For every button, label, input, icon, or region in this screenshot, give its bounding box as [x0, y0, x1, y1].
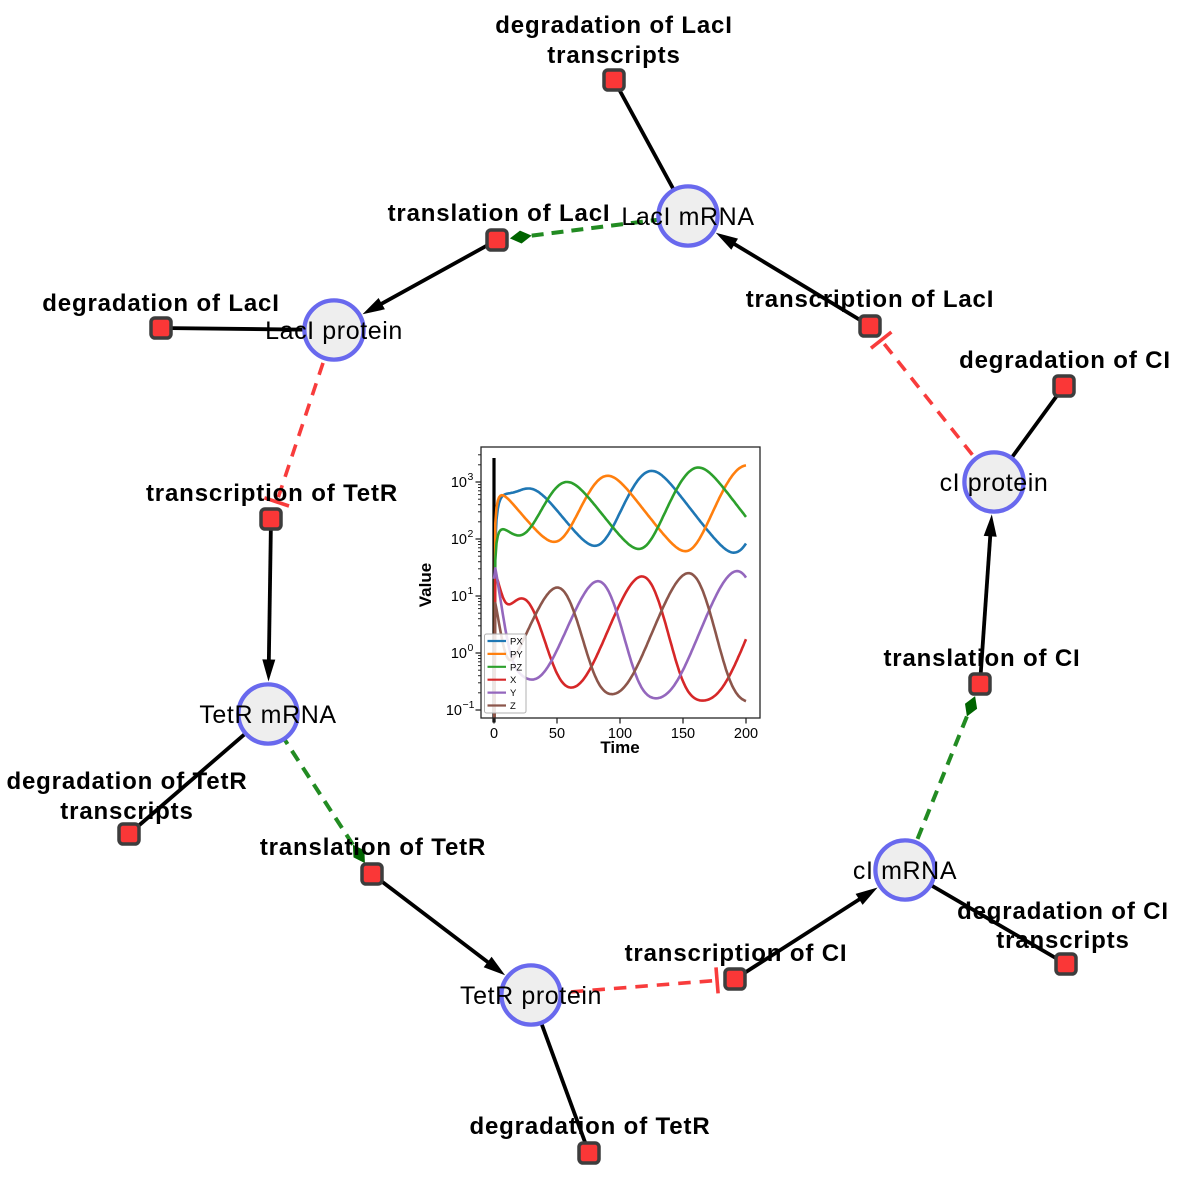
- svg-text:Value: Value: [416, 563, 435, 607]
- svg-text:X: X: [510, 675, 517, 686]
- svg-text:TetR protein: TetR protein: [460, 982, 602, 1010]
- svg-text:10: 10: [446, 703, 462, 719]
- svg-text:translation of LacI: translation of LacI: [388, 200, 611, 227]
- svg-text:1: 1: [468, 585, 474, 597]
- svg-text:degradation of TetR: degradation of TetR: [469, 1113, 710, 1140]
- svg-text:100: 100: [608, 726, 632, 742]
- svg-text:0: 0: [468, 642, 474, 654]
- svg-text:transcripts: transcripts: [547, 42, 680, 69]
- svg-text:transcripts: transcripts: [996, 927, 1129, 954]
- svg-text:TetR mRNA: TetR mRNA: [199, 701, 336, 729]
- svg-text:degradation of LacI: degradation of LacI: [495, 12, 733, 39]
- svg-text:transcription of CI: transcription of CI: [625, 940, 848, 967]
- svg-text:PX: PX: [510, 637, 523, 648]
- svg-text:transcription of TetR: transcription of TetR: [146, 480, 398, 507]
- svg-text:LacI protein: LacI protein: [265, 317, 403, 345]
- svg-text:10: 10: [451, 646, 467, 662]
- svg-text:cI mRNA: cI mRNA: [853, 857, 957, 885]
- svg-text:LacI mRNA: LacI mRNA: [621, 203, 754, 231]
- svg-text:200: 200: [734, 726, 758, 742]
- svg-text:10: 10: [451, 589, 467, 605]
- svg-text:degradation of TetR: degradation of TetR: [6, 768, 247, 795]
- svg-text:Y: Y: [510, 688, 517, 699]
- svg-text:degradation of CI: degradation of CI: [957, 898, 1169, 925]
- svg-text:10: 10: [451, 475, 467, 491]
- svg-text:cI protein: cI protein: [940, 469, 1049, 497]
- svg-text:3: 3: [468, 471, 474, 483]
- svg-text:translation of CI: translation of CI: [883, 645, 1080, 672]
- svg-text:transcription of LacI: transcription of LacI: [746, 286, 995, 313]
- svg-text:Z: Z: [510, 701, 516, 712]
- svg-text:translation of TetR: translation of TetR: [260, 834, 486, 861]
- svg-text:PZ: PZ: [510, 662, 522, 673]
- svg-text:PY: PY: [510, 649, 523, 660]
- svg-text:10: 10: [451, 532, 467, 548]
- svg-text:0: 0: [490, 726, 498, 742]
- svg-text:Time: Time: [600, 738, 639, 757]
- svg-text:2: 2: [468, 528, 474, 540]
- svg-text:transcripts: transcripts: [60, 798, 193, 825]
- svg-text:degradation of CI: degradation of CI: [959, 347, 1171, 374]
- svg-text:degradation of LacI: degradation of LacI: [42, 290, 280, 317]
- svg-text:50: 50: [549, 726, 565, 742]
- svg-text:−1: −1: [463, 699, 475, 711]
- svg-text:150: 150: [671, 726, 695, 742]
